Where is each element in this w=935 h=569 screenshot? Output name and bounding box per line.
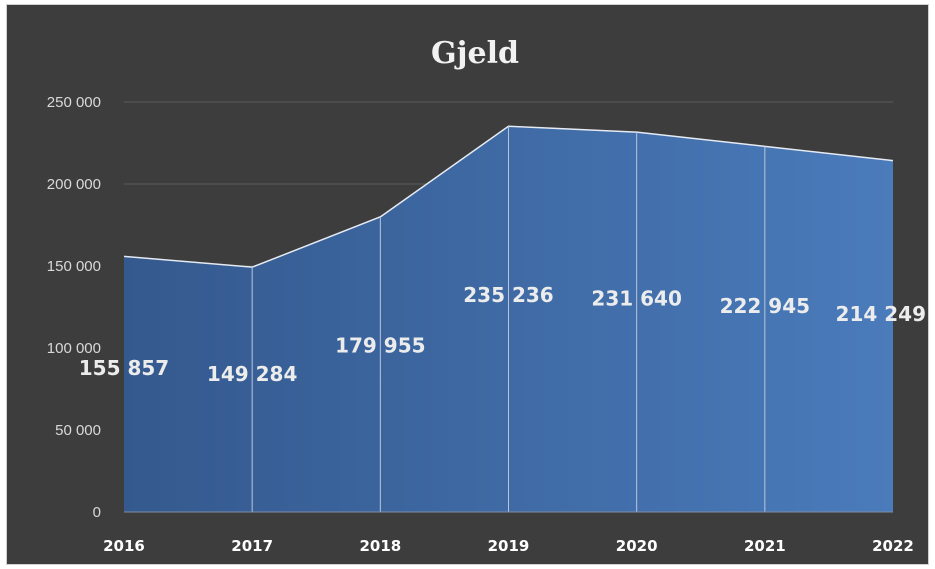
data-label: 155 857 — [79, 356, 169, 380]
x-tick-label: 2022 — [872, 537, 914, 555]
x-tick-label: 2018 — [359, 537, 401, 555]
y-tick-label: 0 — [93, 504, 101, 521]
y-tick-label: 150 000 — [47, 258, 101, 275]
x-tick-label: 2017 — [231, 537, 273, 555]
data-label: 214 249 — [836, 302, 926, 326]
data-label: 231 640 — [591, 286, 681, 310]
x-axis: 2016 2017 2018 2019 2020 2021 2022 — [103, 537, 914, 555]
data-label: 179 955 — [335, 334, 425, 358]
y-tick-label: 100 000 — [47, 340, 101, 357]
x-tick-label: 2020 — [616, 537, 658, 555]
chart-title: Gjeld — [431, 36, 519, 71]
area-chart: 0 50 000 100 000 150 000 200 000 250 000 2016… — [47, 36, 926, 555]
data-labels: 155 857 149 284 179 955 235 236 231 640 222 9… — [79, 283, 926, 386]
data-label: 149 284 — [207, 362, 297, 386]
x-tick-label: 2016 — [103, 537, 145, 555]
data-label: 222 945 — [720, 294, 810, 318]
y-tick-label: 250 000 — [47, 94, 101, 111]
y-tick-label: 200 000 — [47, 176, 101, 193]
x-tick-label: 2021 — [744, 537, 786, 555]
y-tick-label: 50 000 — [55, 422, 101, 439]
x-tick-label: 2019 — [488, 537, 530, 555]
chart-panel: 0 50 000 100 000 150 000 200 000 250 000 2016… — [6, 4, 929, 565]
data-label: 235 236 — [463, 283, 553, 307]
y-axis: 0 50 000 100 000 150 000 200 000 250 000 — [47, 94, 101, 521]
area-series — [123, 125, 894, 513]
